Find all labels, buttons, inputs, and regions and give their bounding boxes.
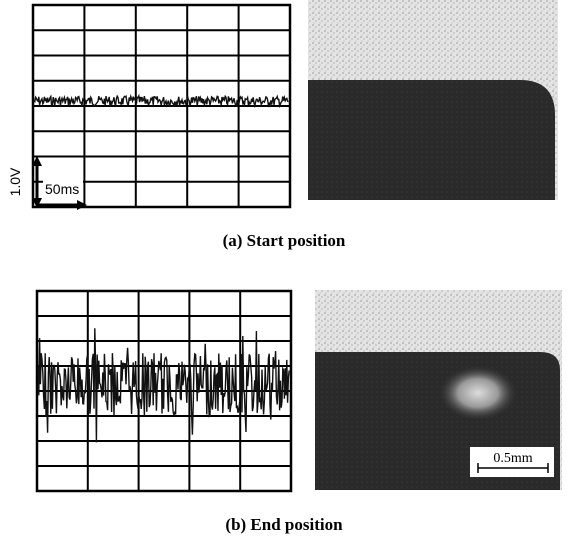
oscilloscope-a <box>33 5 290 207</box>
figure: 50ms 1.0V (a) Start position 0.5mm (b) E… <box>0 0 568 543</box>
length-scale: 0.5mm <box>493 451 532 466</box>
caption: (a) Start position <box>223 231 346 250</box>
time-scale: 50ms <box>45 181 79 197</box>
voltage-scale: 1.0V <box>7 167 23 196</box>
caption: (b) End position <box>225 515 343 534</box>
micrograph-a <box>308 0 558 200</box>
oscilloscope-b <box>37 291 291 491</box>
